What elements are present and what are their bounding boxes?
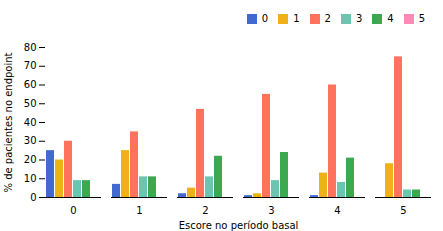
- svg-text:30: 30: [24, 135, 37, 146]
- svg-text:4: 4: [334, 205, 340, 216]
- html-text:2: 2: [324, 13, 331, 24]
- html-text:4: 4: [387, 13, 394, 24]
- html-text:5: 5: [418, 13, 425, 24]
- svg-text:5: 5: [400, 205, 406, 216]
- svg-text:1: 1: [136, 205, 142, 216]
- svg-text:0: 0: [70, 205, 76, 216]
- svg-text:40: 40: [24, 117, 37, 128]
- svg-text:% de pacientes no endpoint: % de pacientes no endpoint: [3, 52, 14, 192]
- svg-text:80: 80: [24, 42, 37, 53]
- svg-text:10: 10: [24, 173, 37, 184]
- html-text:1: 1: [293, 13, 300, 24]
- svg-text:50: 50: [24, 98, 37, 109]
- html-text:0: 0: [261, 13, 269, 24]
- svg-text:3: 3: [268, 205, 274, 216]
- svg-text:20: 20: [24, 154, 37, 165]
- svg-text:70: 70: [24, 60, 37, 71]
- svg-text:60: 60: [24, 79, 37, 90]
- svg-text:2: 2: [202, 205, 208, 216]
- svg-text:Escore no período basal: Escore no período basal: [179, 220, 299, 231]
- html-text:3: 3: [355, 13, 363, 24]
- svg-text:0: 0: [30, 192, 36, 203]
